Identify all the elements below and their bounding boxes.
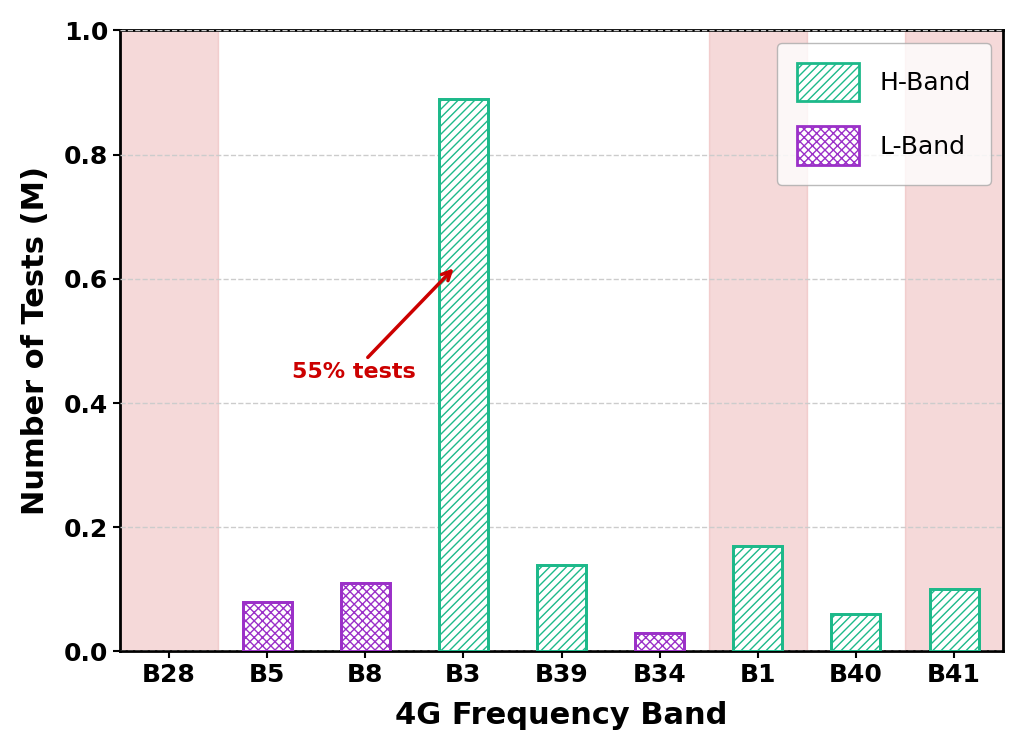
Bar: [120, 30, 218, 651]
Bar: [905, 30, 1004, 651]
Bar: [439, 98, 487, 651]
Bar: [709, 30, 807, 651]
Bar: [439, 98, 487, 651]
Bar: [930, 590, 979, 651]
Text: 55% tests: 55% tests: [292, 271, 451, 382]
Legend: H-Band, L-Band: H-Band, L-Band: [777, 43, 990, 185]
Bar: [243, 602, 292, 651]
Bar: [341, 583, 390, 651]
Bar: [537, 565, 586, 651]
Bar: [537, 565, 586, 651]
X-axis label: 4G Frequency Band: 4G Frequency Band: [395, 701, 728, 730]
Y-axis label: Number of Tests (M): Number of Tests (M): [20, 167, 50, 515]
Bar: [930, 590, 979, 651]
Bar: [635, 633, 684, 651]
Bar: [635, 633, 684, 651]
Bar: [831, 614, 881, 651]
Bar: [243, 602, 292, 651]
Bar: [733, 546, 782, 651]
Bar: [341, 583, 390, 651]
Bar: [831, 614, 881, 651]
Bar: [733, 546, 782, 651]
